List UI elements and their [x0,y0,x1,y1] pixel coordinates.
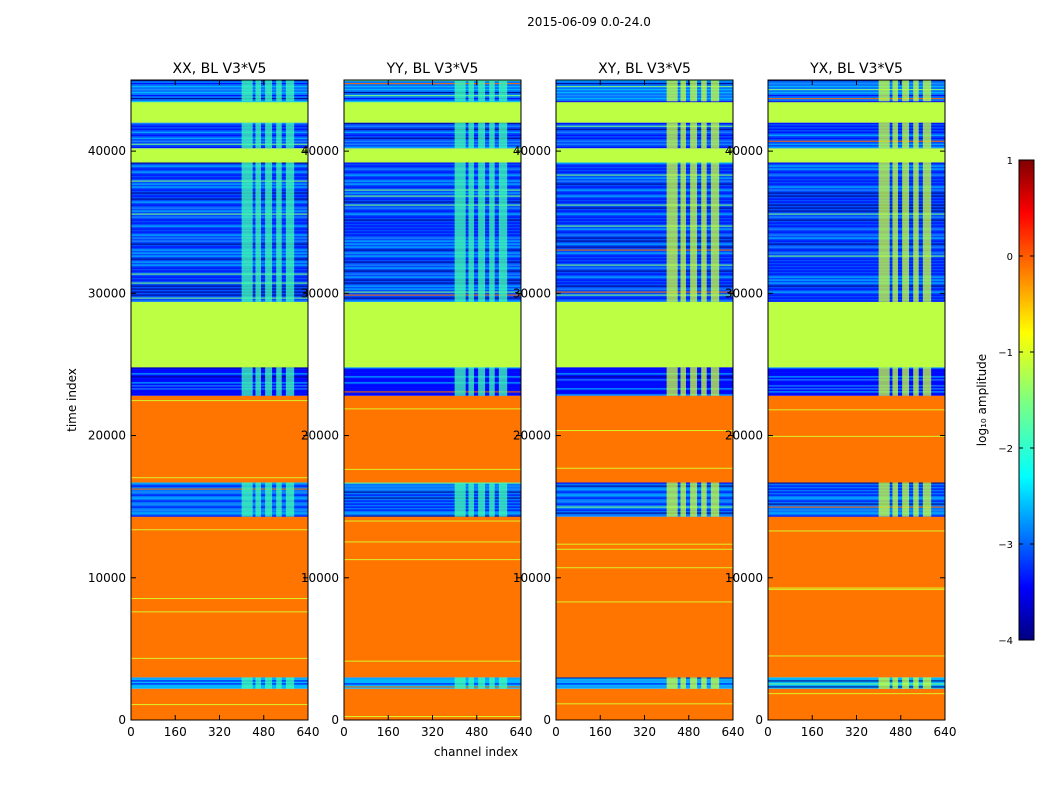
colorbar-tick-label: −3 [998,540,1013,551]
y-tick-label: 20000 [725,429,763,443]
x-tick-label: 640 [297,725,320,739]
x-tick-label: 0 [552,725,560,739]
y-tick-label: 20000 [301,429,339,443]
y-tick-label: 10000 [88,571,126,585]
panel-1: XX, BL V3*V5 0 160 320 480 640 0 10000 20000 3000… [88,61,320,739]
x-tick-label: 480 [889,725,912,739]
colorbar: 1 0 −1 −2 −3 −4 log₁₀ amplitude [975,156,1035,647]
segment [768,148,945,163]
x-tick-label: 640 [934,725,957,739]
x-tick-label: 0 [127,725,135,739]
panel-2: YY, BL V3*V5 0 160 320 480 640 0 10000 20000 3000… [301,61,533,739]
segment [768,101,945,123]
y-tick-label: 20000 [88,429,126,443]
y-tick-label: 10000 [513,571,551,585]
segment [344,516,521,678]
x-tick-label: 0 [764,725,772,739]
panel-3: XY, BL V3*V5 0 160 320 480 640 0 10000 20000 3000… [513,61,745,739]
y-tick-label: 0 [331,713,339,727]
x-tick-label: 640 [722,725,745,739]
panels: XX, BL V3*V5 0 160 320 480 640 0 10000 20000 3000… [88,61,957,739]
y-tick-label: 40000 [513,144,551,158]
colorbar-tick-label: −2 [998,444,1013,455]
segment [556,395,733,483]
y-tick-label: 40000 [725,144,763,158]
segment [131,677,308,689]
y-axis-label: time index [65,368,79,432]
segment [556,101,733,123]
y-tick-label: 40000 [301,144,339,158]
y-tick-label: 0 [118,713,126,727]
x-tick-label: 320 [208,725,231,739]
x-tick-label: 320 [845,725,868,739]
panel-title: YX, BL V3*V5 [809,61,903,77]
y-tick-label: 30000 [88,286,126,300]
x-tick-label: 320 [421,725,444,739]
panel-4: YX, BL V3*V5 0 160 320 480 640 0 10000 20000 3000… [725,61,957,739]
segment [344,677,521,689]
segment [556,148,733,163]
segment [131,101,308,123]
colorbar-tick-label: 0 [1007,252,1013,263]
suptitle: 2015-06-09 0.0-24.0 [527,15,651,29]
colorbar-gradient [1018,159,1035,641]
segment [344,301,521,368]
y-tick-label: 30000 [513,286,551,300]
segment [768,516,945,678]
y-tick-label: 40000 [88,144,126,158]
segment [131,516,308,678]
x-tick-label: 480 [252,725,275,739]
segment [344,148,521,163]
colorbar-tick-label: −1 [998,348,1013,359]
x-tick-label: 480 [465,725,488,739]
colorbar-tick-label: 1 [1007,156,1013,167]
panel-title: XX, BL V3*V5 [173,61,267,77]
x-tick-label: 480 [677,725,700,739]
segment [131,148,308,163]
segment [344,688,521,720]
segment [131,301,308,368]
x-tick-label: 160 [377,725,400,739]
x-tick-label: 640 [510,725,533,739]
x-axis-label: channel index [434,745,518,759]
segment [344,101,521,123]
segment [344,395,521,483]
segment [131,395,308,483]
segment [556,688,733,720]
y-tick-label: 30000 [301,286,339,300]
panel-title: YY, BL V3*V5 [386,61,479,77]
y-tick-label: 20000 [513,429,551,443]
x-tick-label: 0 [340,725,348,739]
segment [768,677,945,689]
y-tick-label: 0 [755,713,763,727]
y-tick-label: 0 [543,713,551,727]
colorbar-tick-label: −4 [998,636,1013,647]
x-tick-label: 160 [801,725,824,739]
colorbar-label: log₁₀ amplitude [975,354,989,446]
y-tick-label: 10000 [301,571,339,585]
x-tick-label: 160 [589,725,612,739]
segment [556,301,733,368]
x-tick-label: 320 [633,725,656,739]
y-tick-label: 10000 [725,571,763,585]
y-tick-label: 30000 [725,286,763,300]
segment [556,677,733,689]
panel-title: XY, BL V3*V5 [598,61,691,77]
x-tick-label: 160 [164,725,187,739]
segment [556,516,733,678]
segment [768,301,945,368]
segment [768,395,945,483]
